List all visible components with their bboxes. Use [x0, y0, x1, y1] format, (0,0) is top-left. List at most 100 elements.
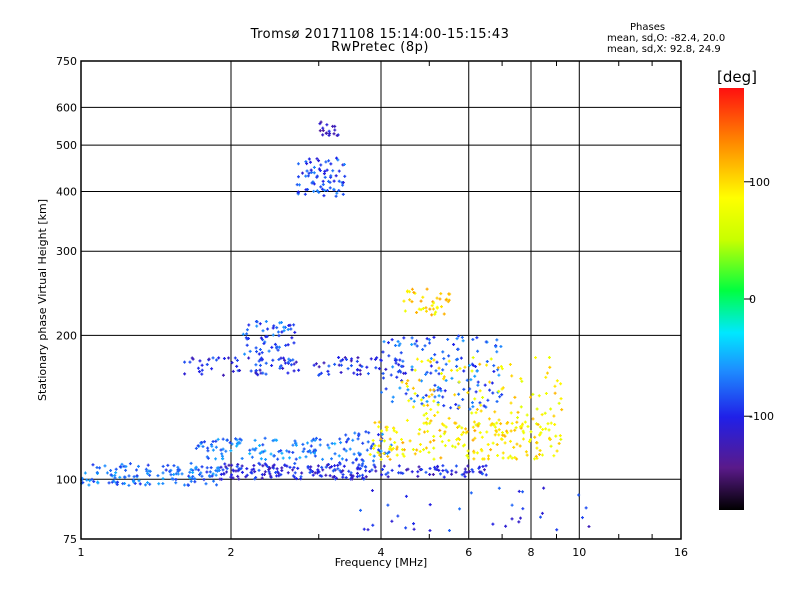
data-point — [292, 362, 296, 366]
data-point — [515, 420, 519, 424]
data-point — [497, 486, 501, 490]
data-point — [288, 456, 292, 460]
data-point — [475, 336, 479, 340]
data-point — [416, 474, 420, 478]
data-point — [322, 361, 326, 365]
data-point — [462, 472, 466, 476]
data-point — [433, 312, 437, 316]
data-point — [492, 369, 496, 373]
data-point — [166, 463, 170, 467]
data-point — [402, 299, 406, 303]
data-point — [438, 472, 442, 476]
colorbar — [719, 88, 744, 510]
data-point — [210, 367, 214, 371]
data-point — [146, 463, 150, 467]
data-point — [378, 453, 382, 457]
data-point — [458, 367, 462, 371]
data-point — [228, 441, 232, 445]
data-point — [317, 470, 321, 474]
y-axis: 75 100 200 300 400 500 600 750 — [56, 55, 77, 546]
data-point — [294, 441, 298, 445]
data-point — [312, 448, 316, 452]
data-point — [308, 449, 312, 453]
data-point — [371, 442, 375, 446]
data-point — [538, 448, 542, 452]
data-point — [326, 369, 330, 373]
data-point — [474, 423, 478, 427]
data-point — [468, 363, 472, 367]
data-point — [430, 313, 434, 317]
data-point — [214, 439, 218, 443]
data-point — [276, 348, 280, 352]
data-point — [461, 339, 465, 343]
data-point — [322, 194, 326, 198]
data-point — [476, 383, 480, 387]
data-point — [292, 369, 296, 373]
data-point — [107, 481, 111, 485]
data-point — [410, 342, 414, 346]
data-point — [357, 432, 361, 436]
data-point — [437, 468, 441, 472]
data-point — [118, 475, 122, 479]
data-point — [174, 478, 178, 482]
data-point — [269, 474, 273, 478]
data-point — [271, 358, 275, 362]
data-point — [247, 323, 251, 327]
data-point — [221, 447, 225, 451]
data-point — [442, 404, 446, 408]
data-point — [524, 450, 528, 454]
data-point — [356, 437, 360, 441]
data-point — [323, 175, 327, 179]
data-point — [235, 444, 239, 448]
data-point — [286, 471, 290, 475]
data-point — [279, 449, 283, 453]
data-point — [547, 355, 551, 359]
data-point — [506, 420, 510, 424]
data-point — [327, 159, 331, 163]
data-point — [236, 469, 240, 473]
data-point — [295, 477, 299, 481]
data-point — [109, 473, 113, 477]
data-point — [206, 446, 210, 450]
data-point — [466, 453, 470, 457]
data-point — [509, 401, 513, 405]
data-point — [485, 360, 489, 364]
data-point — [264, 319, 268, 323]
data-point — [462, 369, 466, 373]
data-point — [211, 440, 215, 444]
data-point — [541, 427, 545, 431]
data-point — [432, 446, 436, 450]
data-point — [529, 430, 533, 434]
data-point — [435, 296, 439, 300]
data-point — [361, 441, 365, 445]
data-point — [376, 451, 380, 455]
data-point — [219, 472, 223, 476]
data-point — [304, 455, 308, 459]
data-point — [454, 402, 458, 406]
data-point — [489, 357, 493, 361]
data-point — [482, 457, 486, 461]
data-point — [510, 374, 514, 378]
data-point — [294, 457, 298, 461]
data-point — [525, 453, 529, 457]
data-point — [225, 438, 229, 442]
data-point — [490, 422, 494, 426]
data-point — [555, 449, 559, 453]
data-point — [547, 428, 551, 432]
data-point — [316, 468, 320, 472]
data-point — [466, 464, 470, 468]
data-point — [450, 376, 454, 380]
data-point — [386, 475, 390, 479]
data-point — [373, 444, 377, 448]
data-point — [312, 165, 316, 169]
data-point — [432, 457, 436, 461]
data-point — [127, 474, 131, 478]
data-point — [448, 292, 452, 296]
y-tick-label: 600 — [56, 101, 77, 114]
y-tick-label: 100 — [56, 473, 77, 486]
data-point — [240, 457, 244, 461]
data-point — [553, 422, 557, 426]
data-point — [443, 389, 447, 393]
data-point — [427, 450, 431, 454]
data-point — [329, 162, 333, 166]
